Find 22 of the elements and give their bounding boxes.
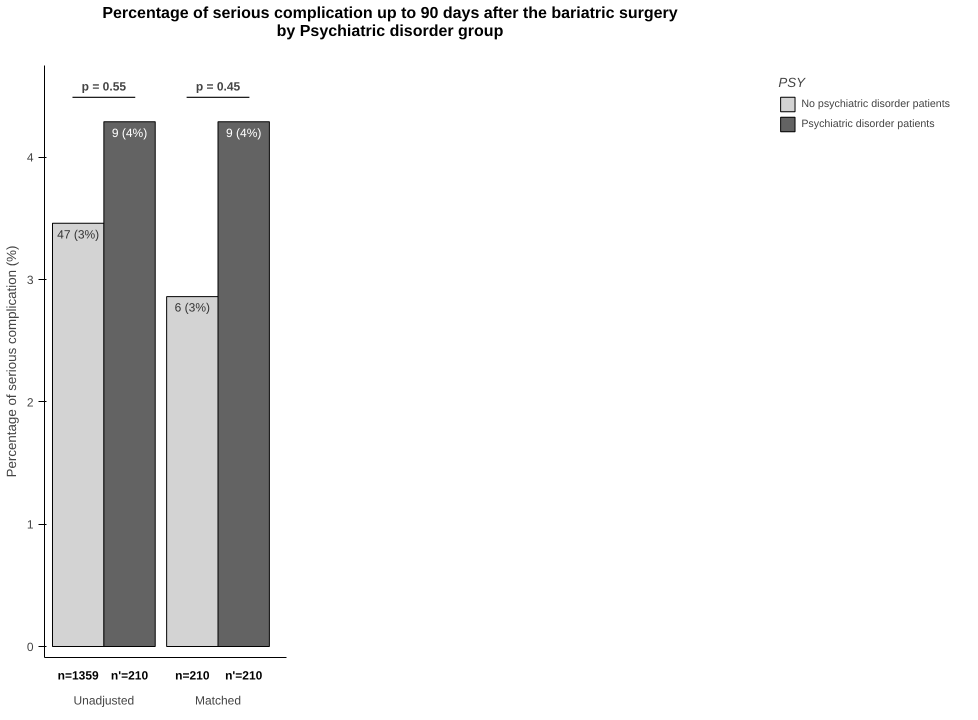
legend-label: Psychiatric disorder patients (801, 118, 935, 130)
text: n=210 (175, 668, 210, 682)
y-tick-label: 0 (26, 640, 34, 654)
y-tick-label: 4 (26, 150, 34, 165)
x-tick-label: Matched (194, 694, 242, 708)
data-label: 9 (4%) (226, 126, 262, 140)
y-tick-label: 2 (26, 395, 34, 410)
text: n'=210 (110, 668, 148, 682)
text: n=1359 (58, 668, 100, 682)
data-label: 47 (3%) (57, 227, 100, 242)
legend-label: No psychiatric disorder patients (801, 98, 950, 110)
text: n'=210 (225, 668, 263, 682)
legend-title: PSY (778, 75, 806, 90)
x-tick-label: Unadjusted (74, 694, 134, 708)
y-tick-label: 3 (26, 273, 34, 288)
y-axis-title: Percentage of serious complication (%) (4, 246, 19, 478)
data-label: 9 (4%) (112, 126, 148, 140)
data-label: 6 (3%) (174, 300, 210, 315)
text: Percentage of serious complication up to 90 days after the bariatric surgery by Psychiatric disorder group (102, 5, 678, 42)
annotation: p = 0.45 (196, 79, 241, 94)
y-tick-label: 1 (26, 518, 34, 532)
annotation: p = 0.55 (82, 79, 126, 94)
